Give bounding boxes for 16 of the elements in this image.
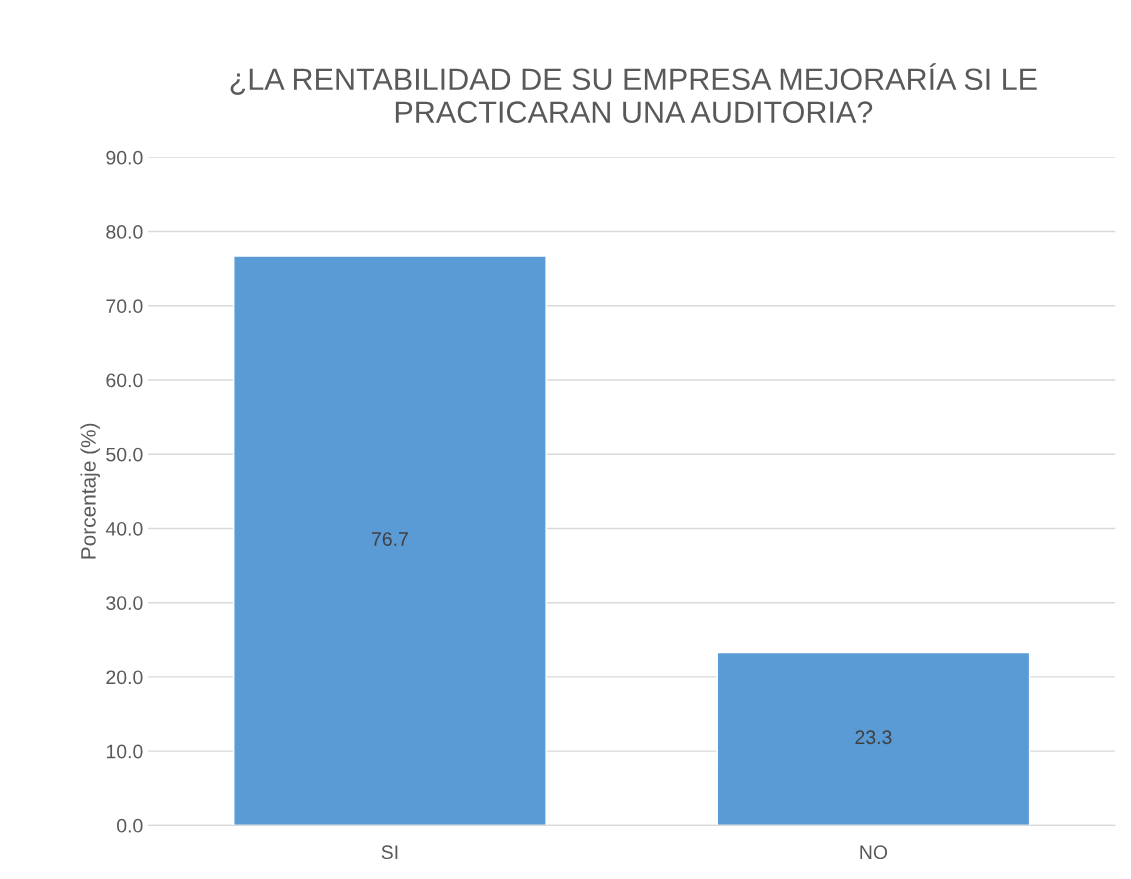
y-tick-label: 10.0 [106,744,143,759]
y-tick-label: 0.0 [117,818,143,833]
y-tick-label: 60.0 [106,373,143,388]
chart-title: ¿LA RENTABILIDAD DE SU EMPRESA MEJORARÍA SI LE PRACTICARAN UNA AUDITORIA? [230,63,1037,123]
data-label: 76.7 [371,532,408,546]
data-label: 23.3 [855,730,892,745]
y-tick-label: 50.0 [106,447,143,462]
x-tick-label: NO [860,845,888,860]
y-tick-label: 40.0 [105,521,143,536]
y-axis-title: Porcentaje (%) [80,423,100,559]
y-tick-label: 70.0 [106,299,143,314]
y-tick-label: 90.0 [106,150,143,165]
y-tick-label: 20.0 [106,670,143,685]
y-tick-label: 80.0 [106,225,143,239]
y-tick-label: 30.0 [106,596,143,610]
x-tick-label: SI [381,845,398,860]
